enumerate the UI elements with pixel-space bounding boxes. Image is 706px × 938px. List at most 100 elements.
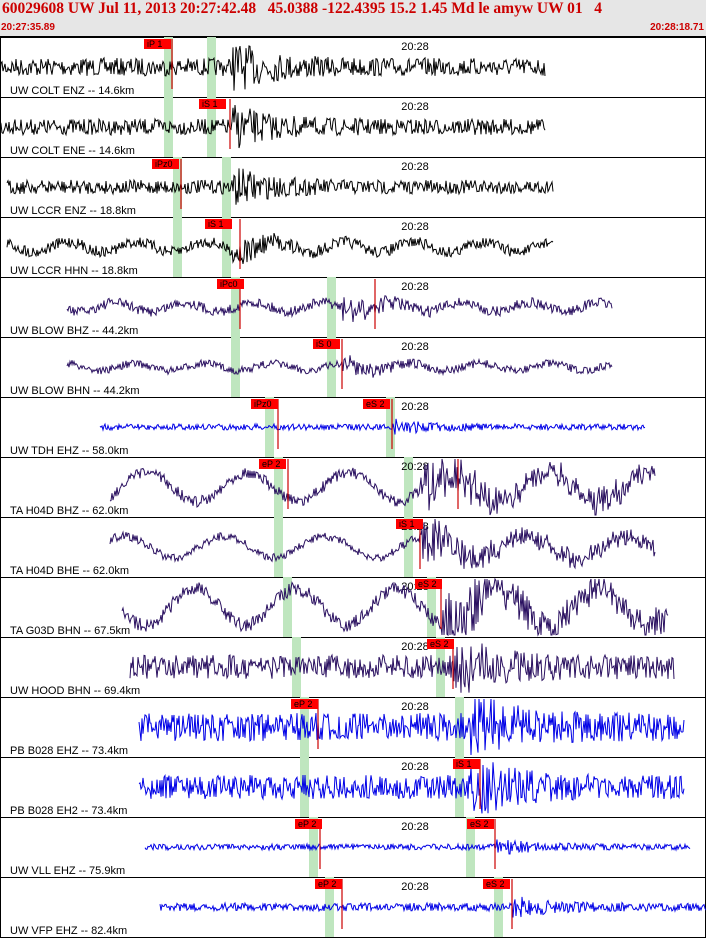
- channel-label: UW HOOD BHN -- 69.4km: [10, 685, 140, 697]
- channel-panel[interactable]: 20:28 eP 2 eS 2 UW VLL EHZ -- 75.9km: [0, 817, 706, 878]
- pick-flag[interactable]: [315, 879, 342, 889]
- channel-panel[interactable]: 20:28 iS 0 UW BLOW BHN -- 44.2km: [0, 337, 706, 398]
- pick-flag-label: eP 2: [262, 459, 280, 469]
- pick-flag[interactable]: [205, 219, 232, 229]
- channel-label: PB B028 EHZ -- 73.4km: [10, 745, 128, 757]
- channel-panel[interactable]: 20:28 eP 2 TA H04D BHZ -- 62.0km: [0, 457, 706, 518]
- pick-flag-label: iP 1: [147, 39, 162, 49]
- pick-flag[interactable]: [415, 579, 442, 589]
- waveform-trace: [6, 168, 554, 205]
- channel-panel[interactable]: 20:28 iS 1 PB B028 EH2 -- 73.4km: [0, 757, 706, 818]
- waveform-trace: [159, 896, 706, 918]
- minute-tick-label: 20:28: [401, 641, 429, 653]
- channel-label: PB B028 EH2 -- 73.4km: [10, 805, 127, 817]
- pick-window: [327, 337, 336, 397]
- minute-tick-label: 20:28: [401, 101, 429, 113]
- pick-flag[interactable]: [291, 699, 318, 709]
- pick-flag-label: eS 2: [366, 399, 385, 409]
- channel-panel[interactable]: 20:28 iPz0 UW LCCR ENZ -- 18.8km: [0, 157, 706, 218]
- pick-window: [173, 157, 182, 217]
- channel-panel[interactable]: 20:28 iS 1 UW COLT ENE -- 14.6km: [0, 97, 706, 158]
- pick-window: [274, 517, 283, 577]
- pick-flag-label: iS 1: [399, 519, 415, 529]
- waveform-trace: [138, 762, 685, 814]
- pick-flag[interactable]: [217, 279, 244, 289]
- channel-label: TA H04D BHE -- 62.0km: [10, 565, 129, 577]
- channel-label: UW BLOW BHN -- 44.2km: [10, 385, 140, 397]
- pick-flag-label: iS 1: [202, 99, 218, 109]
- pick-window: [265, 397, 274, 457]
- pick-flag[interactable]: [427, 639, 454, 649]
- channel-label: UW BLOW BHZ -- 44.2km: [10, 325, 138, 337]
- waveform-trace: [109, 458, 656, 516]
- pick-flag[interactable]: [313, 339, 340, 349]
- channel-label: TA H04D BHZ -- 62.0km: [10, 505, 128, 517]
- pick-flag[interactable]: [152, 159, 179, 169]
- waveform-trace: [138, 698, 685, 756]
- pick-flag[interactable]: [396, 519, 423, 529]
- waveform-trace: [144, 839, 691, 855]
- pick-window: [164, 37, 173, 97]
- pick-window: [283, 577, 292, 637]
- pick-flag-label: eP 2: [294, 699, 312, 709]
- pick-flag[interactable]: [453, 759, 480, 769]
- pick-flag-label: eS 2: [486, 879, 505, 889]
- pick-window: [173, 217, 182, 277]
- channel-panel[interactable]: 20:28 eP 2 PB B028 EHZ -- 73.4km: [0, 697, 706, 758]
- event-header: 60029608 UW Jul 11, 2013 20:27:42.48 45.…: [0, 0, 706, 37]
- minute-tick-label: 20:28: [401, 341, 429, 353]
- channel-label: UW VLL EHZ -- 75.9km: [10, 865, 125, 877]
- channel-label: UW LCCR HHN -- 18.8km: [10, 265, 138, 277]
- channel-panel[interactable]: 20:28 iPz0 eS 2 UW TDH EHZ -- 58.0km: [0, 397, 706, 458]
- minute-tick-label: 20:28: [401, 761, 429, 773]
- channel-label: TA G03D BHN -- 67.5km: [10, 625, 130, 637]
- pick-flag-label: eP 2: [318, 879, 336, 889]
- pick-window: [404, 517, 413, 577]
- channel-label: UW LCCR ENZ -- 18.8km: [10, 205, 136, 217]
- waveform-trace: [66, 355, 613, 378]
- pick-flag-label: iPz0: [155, 159, 173, 169]
- pick-flag[interactable]: [199, 99, 226, 109]
- pick-flag-label: iPc0: [220, 279, 238, 289]
- waveform-trace: [0, 104, 546, 149]
- channel-panel[interactable]: 20:28 eS 2 UW HOOD BHN -- 69.4km: [0, 637, 706, 698]
- pick-window: [231, 277, 240, 337]
- channel-panel[interactable]: 20:28 iP 1 UW COLT ENZ -- 14.6km: [0, 37, 706, 98]
- pick-flag[interactable]: [363, 399, 390, 409]
- waveform-trace: [121, 577, 669, 637]
- pick-flag[interactable]: [467, 819, 494, 829]
- channel-label: UW TDH EHZ -- 58.0km: [10, 445, 128, 457]
- minute-tick-label: 20:28: [401, 401, 429, 413]
- waveform-trace: [99, 418, 646, 435]
- channel-panel[interactable]: 20:28 iS 1 UW LCCR HHN -- 18.8km: [0, 217, 706, 278]
- pick-flag[interactable]: [259, 459, 286, 469]
- pick-flag[interactable]: [251, 399, 278, 409]
- channel-panel[interactable]: 20:28 eP 2 eS 2 UW VFP EHZ -- 82.4km: [0, 877, 706, 938]
- start-time: 20:27:35.89: [1, 22, 55, 33]
- waveform-trace: [109, 518, 656, 570]
- pick-flag-label: eP 2: [298, 819, 316, 829]
- minute-tick-label: 20:28: [401, 701, 429, 713]
- pick-flag-label: eS 2: [470, 819, 489, 829]
- pick-flag[interactable]: [295, 819, 322, 829]
- pick-window: [386, 397, 395, 457]
- pick-flag[interactable]: [144, 39, 171, 49]
- seismogram-panels[interactable]: 20:28 iP 1 UW COLT ENZ -- 14.6km 20:28 iS 1 U…: [0, 37, 706, 938]
- channel-panel[interactable]: 20:28 iPc0 UW BLOW BHZ -- 44.2km: [0, 277, 706, 338]
- pick-window: [436, 637, 445, 697]
- minute-tick-label: 20:28: [401, 281, 429, 293]
- channel-label: UW COLT ENE -- 14.6km: [10, 145, 135, 157]
- pick-flag[interactable]: [483, 879, 510, 889]
- pick-flag-label: iS 1: [208, 219, 224, 229]
- channel-label: UW VFP EHZ -- 82.4km: [10, 925, 127, 937]
- end-time: 20:28:18.71: [650, 22, 704, 33]
- waveform-trace: [6, 232, 554, 264]
- minute-tick-label: 20:28: [401, 461, 429, 473]
- pick-window: [455, 697, 464, 757]
- minute-tick-label: 20:28: [401, 881, 429, 893]
- pick-flag-label: eS 2: [418, 579, 437, 589]
- pick-flag-label: iPz0: [254, 399, 272, 409]
- pick-window: [427, 577, 436, 637]
